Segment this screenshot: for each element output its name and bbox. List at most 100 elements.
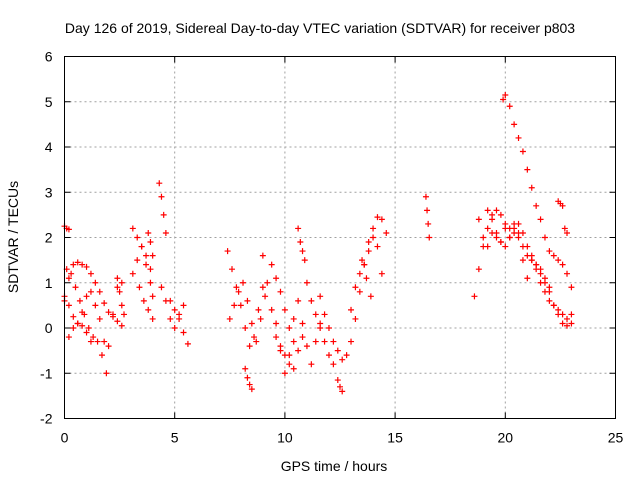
data-point [330,338,337,345]
x-tick-label: 0 [61,430,69,446]
data-point [312,311,319,318]
data-point [149,293,156,300]
data-point [383,229,390,236]
data-point [541,234,548,241]
data-point [76,297,83,304]
data-point [171,306,178,313]
data-point [147,239,154,246]
data-point [484,207,491,214]
data-point [555,306,562,313]
data-point [317,293,324,300]
data-point [519,148,526,155]
data-point [118,302,125,309]
data-point [295,347,302,354]
data-point [116,288,123,295]
data-point [281,352,288,359]
data-point [94,338,101,345]
data-point [65,334,72,341]
data-point [533,202,540,209]
data-point [519,229,526,236]
data-point [114,284,121,291]
data-point [246,343,253,350]
data-point [277,343,284,350]
data-point [559,311,566,318]
data-point [515,234,522,241]
data-point [502,243,509,250]
y-tick-label: 1 [45,275,53,291]
data-point [325,325,332,331]
data-point [330,361,337,368]
y-tick-label: -2 [40,411,53,427]
data-point [180,302,187,309]
data-point [74,320,81,327]
data-point [118,279,125,286]
data-point [158,193,165,200]
data-point [224,248,231,255]
data-point [246,381,253,388]
data-point [502,225,509,232]
data-point [299,320,306,327]
data-point [343,352,350,359]
y-tick-label: 3 [45,184,53,200]
data-point [471,293,478,300]
data-point [277,288,284,295]
data-point [559,202,566,209]
data-point [356,288,363,295]
data-point [370,234,377,241]
data-point [121,311,128,318]
data-point [156,180,163,187]
data-point [546,284,553,291]
data-point [295,225,302,232]
data-point [502,91,509,98]
data-point [65,302,72,309]
data-point [475,266,482,273]
data-point [550,302,557,309]
data-point [325,352,332,359]
data-point [493,229,500,236]
data-point [321,338,328,345]
data-point [337,383,343,390]
data-point [348,338,355,345]
axis-ticks [64,56,616,419]
data-point [374,214,381,221]
data-point [143,252,150,259]
data-point [96,288,103,295]
data-point [264,279,271,286]
data-point [92,302,99,309]
x-axis-label: GPS time / hours [281,458,388,474]
y-tick-label: 2 [45,230,53,246]
data-point [90,334,97,341]
data-point [134,257,141,264]
data-point [308,297,315,304]
data-point [524,252,531,259]
data-point [101,300,108,307]
data-point [85,325,92,331]
data-point [286,325,293,331]
data-point [273,334,280,341]
data-point [352,284,359,291]
data-point [129,225,136,232]
data-point [297,239,304,246]
data-point [484,225,491,232]
x-tick-label: 20 [498,430,514,446]
data-point [541,275,548,282]
data-point [367,293,374,300]
data-point [114,275,121,282]
data-point [167,297,174,304]
data-point [559,320,566,327]
data-point [70,313,77,320]
data-point [511,229,518,236]
data-point [65,275,72,282]
data-point [162,229,169,236]
data-point [145,229,152,236]
y-tick-label: 0 [45,320,53,336]
data-point [348,306,355,313]
data-point [339,356,346,363]
data-point [167,315,174,322]
data-point [303,279,310,286]
data-point [290,315,297,322]
data-point [519,243,526,250]
data-point [96,315,103,322]
data-point [233,284,240,291]
data-point [564,229,571,236]
